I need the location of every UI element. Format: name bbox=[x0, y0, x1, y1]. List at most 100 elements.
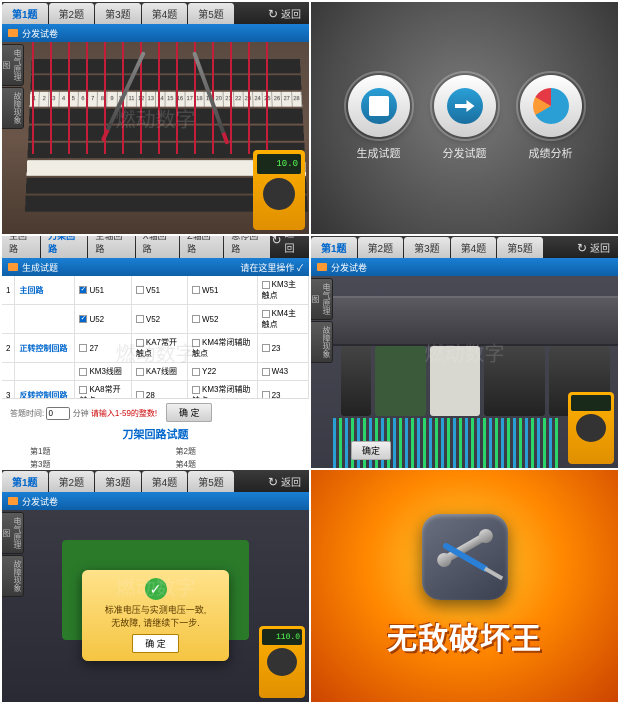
checkbox[interactable] bbox=[262, 310, 270, 318]
return-button[interactable]: 返回 bbox=[268, 6, 301, 24]
multimeter[interactable] bbox=[568, 392, 614, 464]
terminal[interactable]: 28 bbox=[292, 92, 302, 107]
checkbox[interactable] bbox=[192, 339, 200, 347]
meter-dial[interactable] bbox=[576, 414, 606, 442]
icon-distribute[interactable]: 分发试题 bbox=[434, 75, 496, 161]
icon-label: 成绩分析 bbox=[520, 145, 582, 161]
tab-3[interactable]: 第3题 bbox=[95, 3, 141, 24]
result-dialog: 标准电压与实测电压一致,无故障, 请继续下一步. 确 定 bbox=[82, 570, 229, 661]
icon-generate[interactable]: 生成试题 bbox=[348, 75, 410, 161]
tab-4[interactable]: 第4题 bbox=[451, 237, 497, 258]
checkbox[interactable] bbox=[192, 286, 200, 294]
checkbox[interactable] bbox=[79, 286, 87, 294]
icon-label: 分发试题 bbox=[434, 145, 496, 161]
tab-1[interactable]: 第1题 bbox=[311, 237, 357, 258]
confirm-button[interactable]: 确定 bbox=[351, 441, 391, 460]
tab-z[interactable]: Z轴回路 bbox=[180, 236, 223, 258]
side-schematic-button[interactable]: 电气原理图 bbox=[311, 278, 333, 320]
tab-5[interactable]: 第5题 bbox=[188, 471, 234, 492]
terminal[interactable]: 15 bbox=[166, 92, 176, 107]
subbar-label: 分发试卷 bbox=[22, 495, 58, 508]
sub-bar: 分发试卷 bbox=[2, 492, 309, 510]
confirm-button[interactable]: 确 定 bbox=[166, 403, 213, 422]
checkbox[interactable] bbox=[136, 315, 144, 323]
checkbox[interactable] bbox=[262, 281, 270, 289]
checkbox[interactable] bbox=[79, 344, 87, 352]
terminal[interactable]: 24 bbox=[253, 92, 263, 107]
send-icon bbox=[447, 88, 483, 124]
tab-3[interactable]: 第3题 bbox=[404, 237, 450, 258]
dialog-ok-button[interactable]: 确 定 bbox=[132, 634, 179, 653]
terminal[interactable]: 2 bbox=[39, 92, 49, 107]
tab-4[interactable]: 第4题 bbox=[142, 471, 188, 492]
folder-icon bbox=[317, 263, 327, 271]
terminal[interactable]: 22 bbox=[234, 92, 244, 107]
terminal[interactable]: 8 bbox=[98, 92, 108, 107]
question-link[interactable]: 第1题 bbox=[30, 446, 136, 457]
tab-2[interactable]: 第2题 bbox=[358, 237, 404, 258]
dialog-line2: 无故障, 请继续下一步. bbox=[111, 618, 200, 628]
side-schematic-button[interactable]: 电气原理图 bbox=[2, 512, 24, 554]
checkbox[interactable] bbox=[79, 315, 87, 323]
tab-main[interactable]: 主回路 bbox=[2, 236, 40, 258]
sub-bar: 分发试卷 bbox=[311, 258, 618, 276]
folder-icon bbox=[8, 29, 18, 37]
checkbox[interactable] bbox=[192, 315, 200, 323]
terminal-scene[interactable]: 1234567891011121314151617181920212223242… bbox=[2, 42, 309, 234]
tab-spindle[interactable]: 主轴回路 bbox=[88, 236, 134, 258]
terminal[interactable]: 13 bbox=[146, 92, 156, 107]
checkbox[interactable] bbox=[262, 344, 270, 352]
tab-estop[interactable]: 急停回路 bbox=[224, 236, 270, 258]
sub-bar: 分发试卷 bbox=[2, 24, 309, 42]
side-fault-button[interactable]: 故障现象 bbox=[311, 321, 333, 363]
board-scene[interactable]: 标准电压与实测电压一致,无故障, 请继续下一步. 确 定 110.0 bbox=[2, 510, 309, 702]
pie-icon bbox=[533, 88, 569, 124]
contactor-scene[interactable] bbox=[311, 276, 618, 468]
terminal[interactable]: 7 bbox=[88, 92, 98, 107]
tab-2[interactable]: 第2题 bbox=[49, 3, 95, 24]
app-icon bbox=[422, 514, 508, 600]
meter-dial[interactable] bbox=[267, 648, 297, 676]
tab-5[interactable]: 第5题 bbox=[188, 3, 234, 24]
meter-dial[interactable] bbox=[263, 178, 295, 210]
question-link[interactable]: 第3题 bbox=[30, 459, 136, 468]
return-button[interactable]: 返回 bbox=[271, 236, 301, 258]
side-fault-button[interactable]: 故障现象 bbox=[2, 555, 24, 597]
checkbox[interactable] bbox=[192, 368, 200, 376]
subbar-hint: 请在这里操作 ✓ bbox=[240, 261, 303, 274]
checkbox[interactable] bbox=[79, 386, 87, 394]
terminal[interactable]: 21 bbox=[224, 92, 234, 107]
tab-x[interactable]: X轴回路 bbox=[136, 236, 180, 258]
tab-bar: 第1题 第2题 第3题 第4题 第5题 返回 bbox=[2, 2, 309, 24]
icon-analysis[interactable]: 成绩分析 bbox=[520, 75, 582, 161]
question-link[interactable]: 第2题 bbox=[176, 446, 282, 457]
checkbox[interactable] bbox=[192, 386, 200, 394]
return-button[interactable]: 返回 bbox=[577, 240, 610, 258]
return-button[interactable]: 返回 bbox=[268, 474, 301, 492]
side-fault-button[interactable]: 故障现象 bbox=[2, 87, 24, 129]
terminal[interactable]: 5 bbox=[69, 92, 79, 107]
terminal[interactable]: 11 bbox=[127, 92, 137, 107]
folder-icon bbox=[8, 263, 18, 271]
timer-input[interactable] bbox=[46, 407, 70, 420]
question-link[interactable]: 第4题 bbox=[176, 459, 282, 468]
terminal[interactable]: 18 bbox=[195, 92, 205, 107]
tab-1[interactable]: 第1题 bbox=[2, 3, 48, 24]
side-schematic-button[interactable]: 电气原理图 bbox=[2, 44, 24, 86]
tab-2[interactable]: 第2题 bbox=[49, 471, 95, 492]
tab-4[interactable]: 第4题 bbox=[142, 3, 188, 24]
tab-1[interactable]: 第1题 bbox=[2, 471, 48, 492]
check-icon bbox=[145, 578, 167, 600]
checkbox[interactable] bbox=[136, 286, 144, 294]
checkbox[interactable] bbox=[136, 368, 144, 376]
multimeter[interactable]: 10.0 bbox=[253, 150, 305, 230]
tab-3[interactable]: 第3题 bbox=[95, 471, 141, 492]
checkbox[interactable] bbox=[79, 368, 87, 376]
tab-tool[interactable]: 刀架回路 bbox=[41, 236, 87, 258]
checkbox[interactable] bbox=[136, 339, 144, 347]
tab-5[interactable]: 第5题 bbox=[497, 237, 543, 258]
checkbox[interactable] bbox=[262, 368, 270, 376]
multimeter[interactable]: 110.0 bbox=[259, 626, 305, 698]
subbar-label: 分发试卷 bbox=[22, 27, 58, 40]
terminal[interactable]: 20 bbox=[214, 92, 224, 107]
